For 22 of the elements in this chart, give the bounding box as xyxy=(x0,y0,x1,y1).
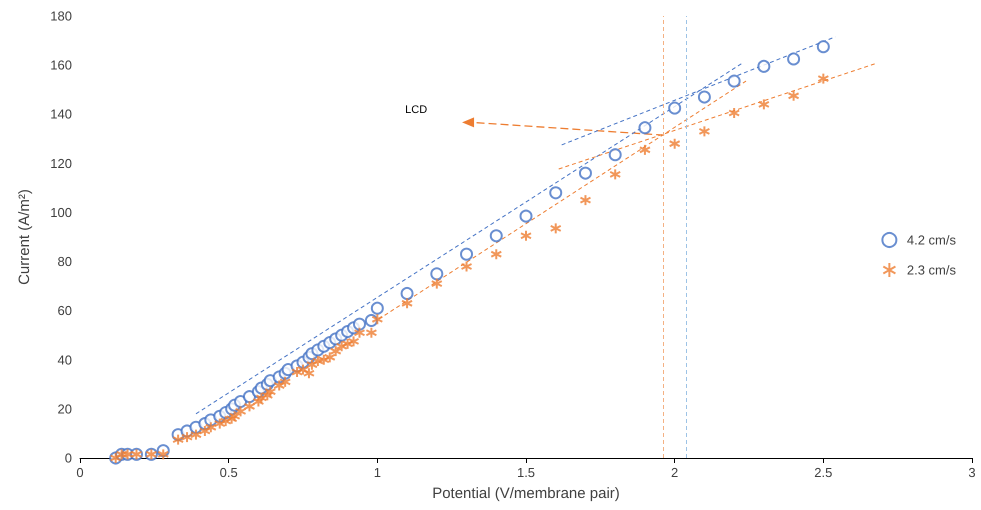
legend-label: 4.2 cm/s xyxy=(906,232,956,248)
x-tick-label: 1 xyxy=(374,465,381,480)
y-tick-label: 120 xyxy=(50,156,72,171)
y-tick-label: 60 xyxy=(58,303,72,318)
x-axis-title: Potential (V/membrane pair) xyxy=(432,485,620,502)
x-tick-label: 0.5 xyxy=(220,465,238,480)
y-tick-label: 80 xyxy=(58,254,72,270)
x-tick-label: 1.5 xyxy=(516,465,536,480)
y-axis-title: Current (A/m²) xyxy=(16,189,33,285)
annotation: LCD xyxy=(405,104,428,116)
y-tick-label: 100 xyxy=(50,204,72,220)
x-tick-label: 2.5 xyxy=(814,465,832,480)
y-tick-label: 180 xyxy=(50,8,72,24)
y-tick-label: 40 xyxy=(58,352,72,368)
x-tick-label: 0 xyxy=(76,465,84,480)
y-tick-label: 160 xyxy=(50,58,72,73)
x-tick-label: 3 xyxy=(968,465,976,480)
y-tick-label: 0 xyxy=(64,450,72,466)
x-tick-label: 2 xyxy=(671,465,678,480)
y-tick-label: 20 xyxy=(58,401,72,416)
y-tick-label: 140 xyxy=(50,106,72,122)
legend-label: 2.3 cm/s xyxy=(906,262,956,278)
